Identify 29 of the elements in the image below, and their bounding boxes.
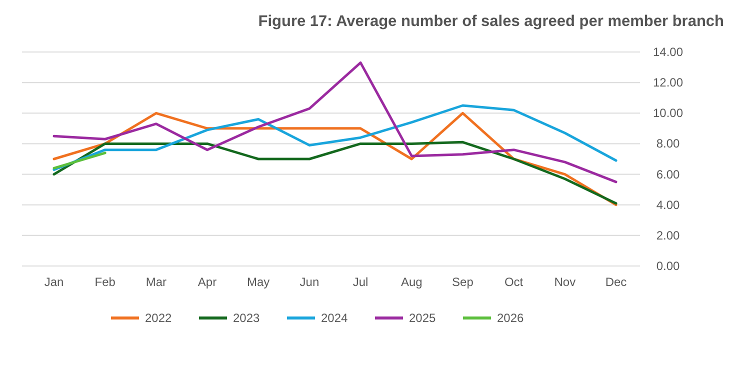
x-tick-label: Sep — [452, 275, 474, 289]
line-series — [52, 61, 618, 184]
line-series — [52, 104, 618, 171]
y-tick-label: 12.00 — [652, 76, 684, 90]
x-tick-label: Aug — [400, 275, 422, 289]
line-series — [52, 140, 618, 205]
x-tick-label: Apr — [198, 275, 217, 289]
y-tick-label: 0.00 — [656, 259, 680, 273]
chart-title: Figure 17: Average number of sales agreed per member branch — [258, 13, 724, 30]
legend-label: 2026 — [497, 311, 524, 325]
x-tick-label: May — [247, 275, 270, 289]
legend-label: 2022 — [145, 311, 172, 325]
x-tick-label: Nov — [554, 275, 576, 289]
x-tick-label: Feb — [94, 275, 116, 289]
x-tick-label: Oct — [504, 275, 524, 289]
x-tick-label: Mar — [146, 275, 167, 289]
x-tick-label: Dec — [605, 275, 627, 289]
y-tick-label: 6.00 — [656, 167, 680, 182]
y-tick-label: 4.00 — [656, 198, 680, 212]
y-tick-label: 14.00 — [652, 45, 684, 59]
y-tick-label: 8.00 — [656, 136, 680, 151]
y-tick-label: 2.00 — [656, 228, 680, 242]
legend-label: 2024 — [321, 311, 348, 325]
y-tick-label: 10.00 — [652, 106, 684, 120]
legend-label: 2025 — [409, 311, 436, 325]
x-tick-label: Jan — [44, 275, 64, 289]
x-tick-label: Jun — [300, 275, 320, 289]
legend-label: 2023 — [233, 311, 260, 325]
x-tick-label: Jul — [352, 275, 368, 289]
